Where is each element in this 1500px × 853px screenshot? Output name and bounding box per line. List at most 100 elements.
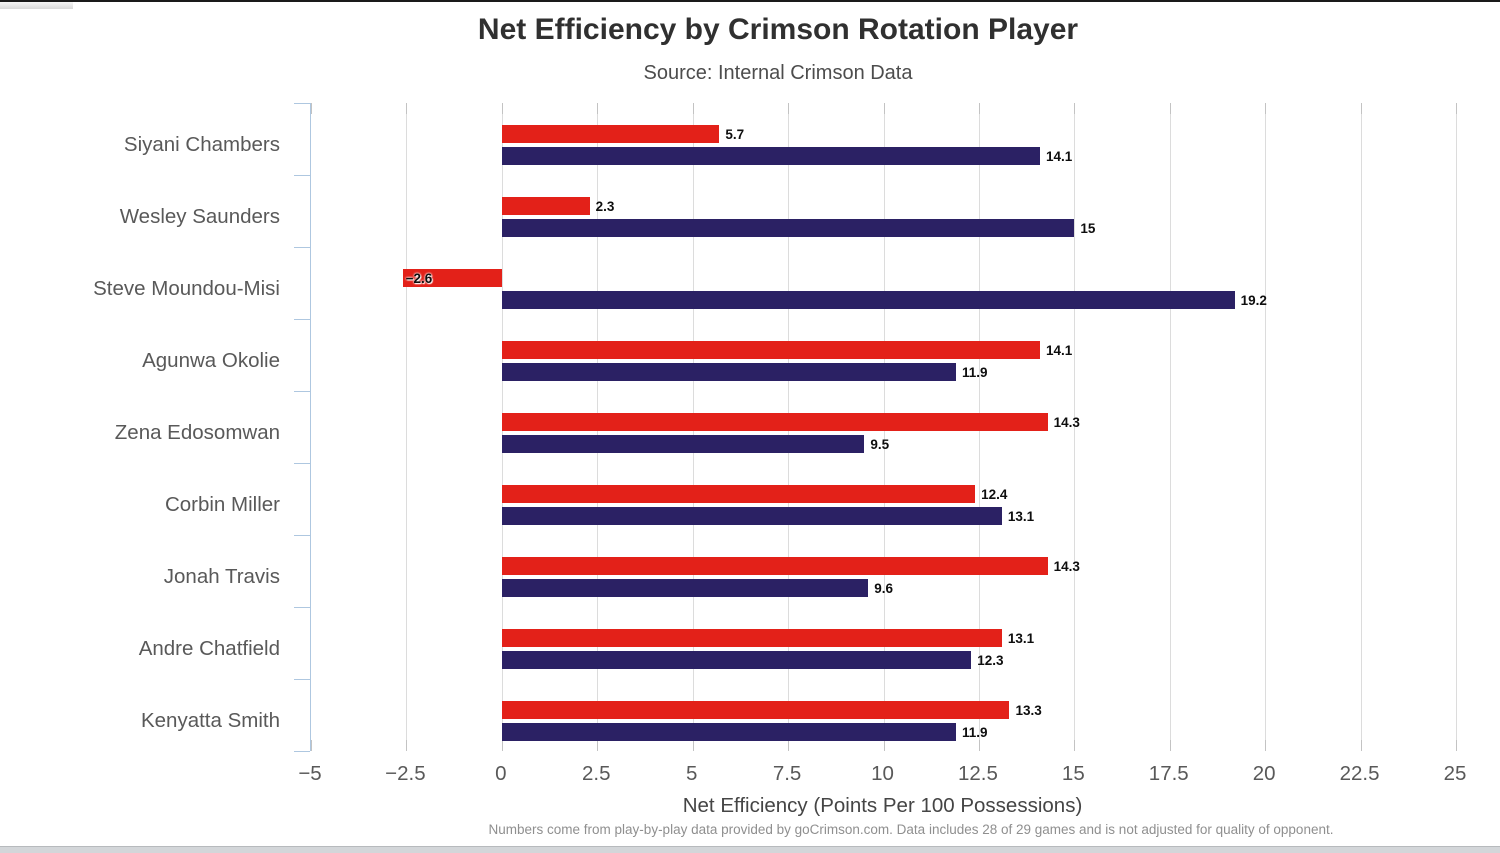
x-axis-tick-bottom bbox=[978, 740, 980, 751]
x-axis-tick-bottom bbox=[406, 740, 408, 751]
x-axis-tick-bottom bbox=[883, 740, 885, 751]
plot-area: 5.7 14.1 2.3 15 −2.6 19.2 14.1 11.9 14.3 9.5 12.4 1… bbox=[294, 103, 1457, 752]
value-label: 2.3 bbox=[595, 199, 615, 214]
x-tick-label: 7.5 bbox=[772, 762, 802, 785]
category-label: Kenyatta Smith bbox=[140, 709, 280, 732]
value-label: 11.9 bbox=[962, 725, 988, 740]
gridline bbox=[1169, 103, 1171, 751]
value-label: 13.1 bbox=[1007, 631, 1035, 646]
x-axis-tick-bottom bbox=[692, 740, 694, 751]
x-axis-tick-top bbox=[1074, 103, 1076, 114]
category-label: Zena Edosomwan bbox=[114, 421, 280, 444]
x-axis-tick-top bbox=[1265, 103, 1267, 114]
value-label: 12.3 bbox=[977, 653, 1004, 668]
bar-red bbox=[501, 125, 720, 143]
bar-navy bbox=[501, 291, 1235, 309]
bar-red bbox=[501, 413, 1048, 431]
bar-red bbox=[501, 701, 1010, 719]
bar-navy bbox=[501, 723, 956, 741]
value-label: 19.2 bbox=[1240, 293, 1267, 308]
x-tick-label: 20 bbox=[1252, 762, 1276, 785]
x-axis-tick-top bbox=[788, 103, 790, 114]
x-axis-tick-bottom bbox=[1265, 740, 1267, 751]
bar-navy bbox=[501, 363, 956, 381]
bar-navy bbox=[501, 147, 1040, 165]
x-axis-tick-top bbox=[1456, 103, 1457, 114]
category-label: Andre Chatfield bbox=[138, 637, 280, 660]
value-label: 5.7 bbox=[725, 127, 745, 142]
x-axis-tick-bottom bbox=[1360, 740, 1362, 751]
x-axis-tick-top bbox=[978, 103, 980, 114]
value-label: 13.3 bbox=[1015, 703, 1042, 718]
x-axis-tick-top bbox=[1360, 103, 1362, 114]
value-label: 12.4 bbox=[981, 487, 1008, 502]
bar-red bbox=[501, 197, 590, 215]
category-tick bbox=[294, 319, 310, 320]
x-axis-tick-top bbox=[597, 103, 599, 114]
bar-red bbox=[402, 269, 502, 287]
category-tick bbox=[294, 463, 310, 464]
x-axis-tick-top bbox=[883, 103, 885, 114]
value-label: 13.1 bbox=[1007, 509, 1035, 524]
x-tick-label: 10 bbox=[871, 762, 894, 785]
category-tick bbox=[294, 103, 310, 104]
x-axis-tick-top bbox=[692, 103, 694, 114]
window-top-edge bbox=[0, 0, 1500, 2]
x-tick-label: 0 bbox=[495, 762, 507, 785]
value-label: 11.9 bbox=[962, 365, 988, 380]
x-tick-label: 17.5 bbox=[1148, 762, 1189, 785]
chart-footnote: Numbers come from play-by-play data prov… bbox=[488, 822, 1334, 837]
x-tick-label: 5 bbox=[685, 762, 698, 785]
value-label: 14.1 bbox=[1045, 149, 1073, 164]
x-axis-tick-bottom bbox=[311, 740, 312, 751]
category-tick bbox=[294, 535, 310, 536]
category-axis-labels: Siyani Chambers Wesley Saunders Steve Moun… bbox=[0, 103, 295, 751]
x-axis-title: Net Efficiency (Points Per 100 Possessio… bbox=[682, 794, 1083, 817]
x-tick-label: 22.5 bbox=[1339, 762, 1380, 785]
category-label: Siyani Chambers bbox=[123, 133, 280, 156]
window-tab-fragment bbox=[0, 2, 73, 9]
gridline bbox=[1360, 103, 1362, 751]
bar-navy bbox=[501, 435, 865, 453]
gridline bbox=[406, 103, 408, 751]
x-axis-tick-bottom bbox=[1074, 740, 1076, 751]
value-label: 14.1 bbox=[1045, 343, 1073, 358]
value-label: 14.3 bbox=[1053, 559, 1080, 574]
bar-navy bbox=[501, 507, 1002, 525]
category-tick bbox=[294, 751, 310, 752]
bar-red bbox=[501, 629, 1002, 647]
category-tick bbox=[294, 679, 310, 680]
x-tick-label: −5 bbox=[298, 762, 322, 785]
gridline bbox=[1074, 103, 1076, 751]
category-label: Agunwa Okolie bbox=[142, 349, 280, 372]
x-axis-tick-bottom bbox=[1456, 740, 1457, 751]
gridline bbox=[1265, 103, 1267, 751]
x-axis-tick-top bbox=[501, 103, 503, 114]
category-tick bbox=[294, 391, 310, 392]
value-label: 14.3 bbox=[1053, 415, 1080, 430]
gridline bbox=[1456, 103, 1457, 751]
value-label: 9.5 bbox=[870, 437, 890, 452]
x-tick-label: −2.5 bbox=[385, 762, 426, 785]
bar-navy bbox=[501, 579, 869, 597]
x-axis-tick-bottom bbox=[1169, 740, 1171, 751]
bar-red bbox=[501, 557, 1048, 575]
category-tick bbox=[294, 607, 310, 608]
x-axis-tick-bottom bbox=[788, 740, 790, 751]
x-tick-label: 12.5 bbox=[957, 762, 998, 785]
x-tick-label: 2.5 bbox=[582, 762, 611, 785]
category-label: Jonah Travis bbox=[163, 565, 280, 588]
bar-red bbox=[501, 485, 976, 503]
x-axis-tick-top bbox=[311, 103, 312, 114]
value-label: 15 bbox=[1080, 221, 1096, 236]
category-tick bbox=[294, 247, 310, 248]
bar-navy bbox=[501, 219, 1075, 237]
bar-red bbox=[501, 341, 1040, 359]
value-label: −2.6 bbox=[405, 271, 433, 286]
x-axis-tick-top bbox=[1169, 103, 1171, 114]
category-label: Wesley Saunders bbox=[119, 205, 280, 228]
chart-title: Net Efficiency by Crimson Rotation Playe… bbox=[477, 13, 1079, 46]
x-axis-tick-bottom bbox=[597, 740, 599, 751]
window-bottom-edge bbox=[0, 846, 1500, 853]
category-label: Steve Moundou-Misi bbox=[93, 277, 280, 300]
